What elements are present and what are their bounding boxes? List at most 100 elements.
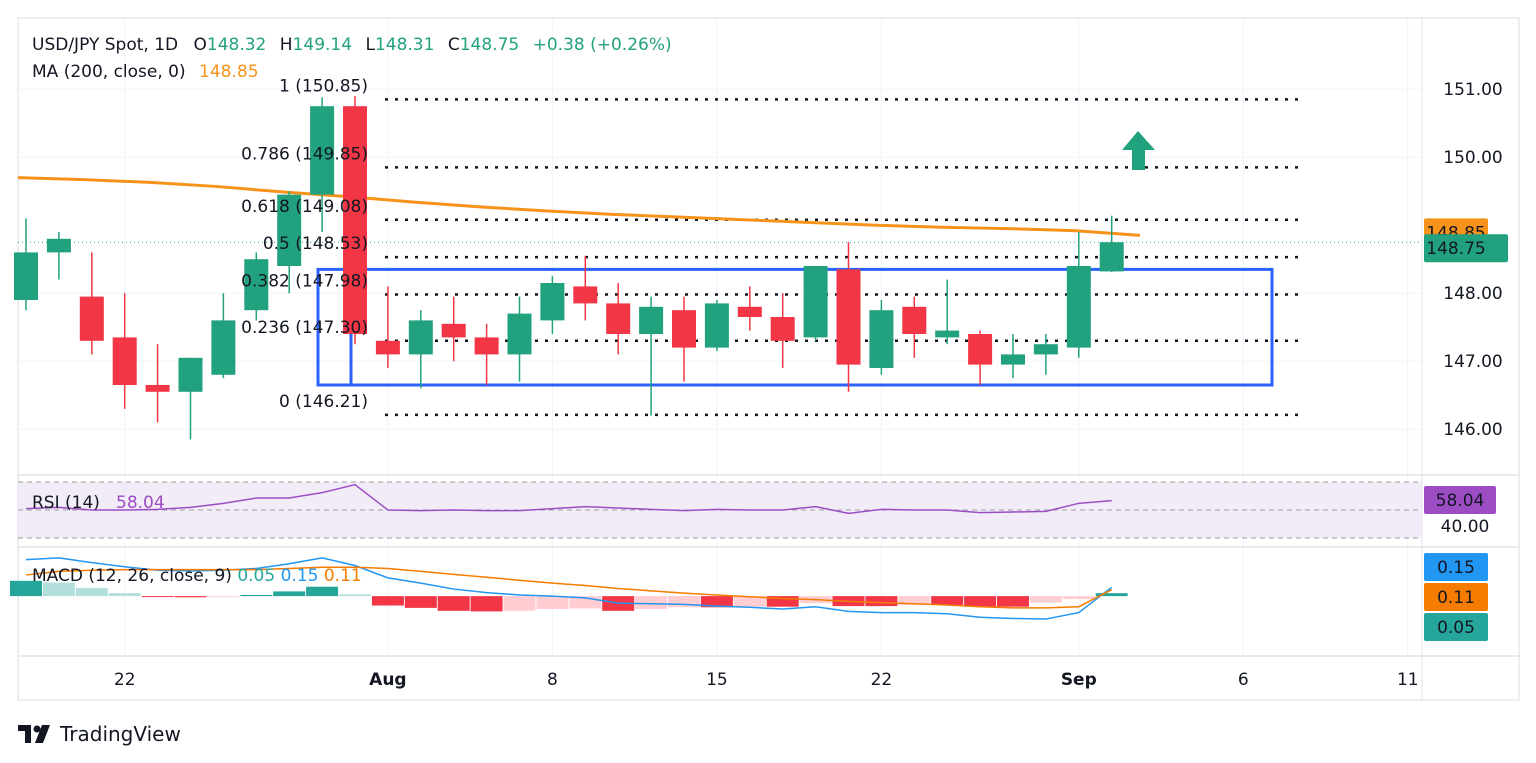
candle-body: [672, 310, 696, 348]
ma-label: MA (200, close, 0): [32, 62, 186, 82]
price-tick-label: 151.00: [1443, 80, 1502, 100]
macd-hist-bar: [42, 582, 75, 597]
macd-hist-bar: [733, 596, 766, 607]
candle-body: [474, 337, 499, 355]
candle-body: [79, 296, 104, 341]
time-tick-label: Sep: [1061, 670, 1097, 690]
low-label: L: [365, 35, 375, 55]
macd-hist-bar: [437, 596, 470, 611]
macd-legend: MACD (12, 26, close, 9) 0.05 0.15 0.11: [32, 566, 362, 586]
candle: [573, 255, 598, 321]
close-value: 148.75: [460, 35, 519, 55]
symbol-title: USD/JPY Spot, 1D: [32, 35, 178, 55]
candle-body: [145, 385, 170, 392]
fib-label-0.5: 0.5 (148.53): [263, 234, 368, 254]
time-tick-label: 8: [547, 670, 558, 690]
price-tick-label: 147.00: [1443, 352, 1502, 372]
candle: [639, 296, 664, 416]
candle-body: [14, 252, 38, 300]
time-tick-label: 22: [871, 670, 893, 690]
candle: [672, 296, 696, 382]
time-tick-label: 6: [1238, 670, 1249, 690]
macd-hist-bar: [174, 596, 207, 598]
low-value: 148.31: [375, 35, 434, 55]
candle-body: [211, 320, 236, 375]
candles[interactable]: [14, 96, 1124, 440]
candle-body: [902, 306, 927, 334]
candle-body: [968, 334, 993, 365]
ma200-path: [17, 176, 1141, 237]
macd-hist-bar: [668, 596, 700, 608]
macd-hist-bar: [141, 596, 174, 598]
time-tick-label: 11: [1397, 670, 1419, 690]
candle-body: [343, 106, 367, 334]
candle-body: [836, 269, 861, 365]
candle-body: [46, 238, 71, 253]
last-price-tag: [1424, 234, 1508, 263]
macd-hist-bar: [997, 596, 1029, 607]
high-value: 149.14: [293, 35, 352, 55]
tradingview-brand[interactable]: TradingView: [18, 720, 181, 748]
legend-ohlc: USD/JPY Spot, 1D O148.32 H149.14 L148.31…: [32, 35, 672, 55]
macd-hist-bar: [207, 596, 240, 598]
macd-panel: MACD (12, 26, close, 9) 0.05 0.15 0.11 0.…: [10, 553, 1488, 641]
candle-body: [408, 320, 433, 355]
candle: [968, 330, 993, 385]
candle-body: [573, 286, 598, 304]
macd-hist-bar: [339, 594, 371, 597]
range-rect: [316, 267, 1274, 387]
last-price-tag-label: 148.75: [1426, 239, 1485, 259]
candle: [474, 323, 499, 385]
price-tick-label: 146.00: [1443, 420, 1502, 440]
candle: [1066, 232, 1091, 358]
macd-value: 0.15: [281, 566, 324, 586]
candle: [1033, 334, 1058, 375]
fib-label-0.618: 0.618 (149.08): [241, 197, 368, 217]
time-axis[interactable]: 22 Aug 8 15 22 Sep 6 11: [114, 670, 1419, 690]
candle: [408, 310, 433, 389]
macd-hist-bar: [700, 596, 733, 608]
candle-body: [935, 330, 960, 338]
macd-value-tag-label: 0.15: [1437, 558, 1475, 578]
fib-label-0.786: 0.786 (149.85): [241, 144, 368, 164]
macd-value-tag: [1424, 583, 1488, 611]
macd-hist-bar: [503, 596, 536, 611]
candle-body: [310, 106, 335, 195]
candle: [310, 97, 335, 232]
rsi-value: 58.04: [116, 493, 165, 513]
macd-hist-bar: [306, 586, 339, 597]
candle: [507, 296, 532, 382]
ma200-line: [17, 176, 1141, 237]
candle-body: [112, 337, 137, 385]
candle-body: [540, 283, 565, 321]
ma-value: 148.85: [199, 62, 258, 82]
candle-body: [375, 340, 400, 355]
macd-hist-bar: [766, 596, 799, 607]
macd-hist-bar: [470, 596, 503, 612]
candle: [836, 242, 861, 392]
candle-body: [507, 313, 532, 355]
macd-hist-bar: [865, 596, 898, 607]
candle-body: [441, 323, 466, 338]
time-tick-label: 15: [706, 670, 728, 690]
time-tick-label: Aug: [369, 670, 406, 690]
macd-hist-bar: [964, 596, 997, 607]
candle-body: [1099, 242, 1124, 272]
candle-body: [1001, 354, 1025, 365]
candle: [540, 276, 565, 334]
time-tick-label: 22: [114, 670, 136, 690]
candle: [46, 232, 71, 280]
candle-body: [737, 306, 762, 317]
candle: [1099, 215, 1124, 273]
usdjpy-chart[interactable]: 1 (150.85) 0.786 (149.85) 0.618 (149.08) 0.…: [0, 0, 1536, 720]
macd-hist-bar: [371, 596, 404, 606]
price-axis[interactable]: 151.00150.00148.00147.00146.00148.85148.…: [1424, 80, 1508, 440]
candle-body: [704, 303, 729, 348]
candle: [178, 357, 203, 440]
fib-label-0.382: 0.382 (147.98): [241, 272, 368, 292]
macd-hist-bar: [635, 596, 668, 610]
macd-hist-bar: [75, 587, 108, 597]
candle: [606, 283, 631, 355]
rsi-title: RSI (14): [32, 493, 100, 513]
candle-body: [606, 303, 631, 334]
